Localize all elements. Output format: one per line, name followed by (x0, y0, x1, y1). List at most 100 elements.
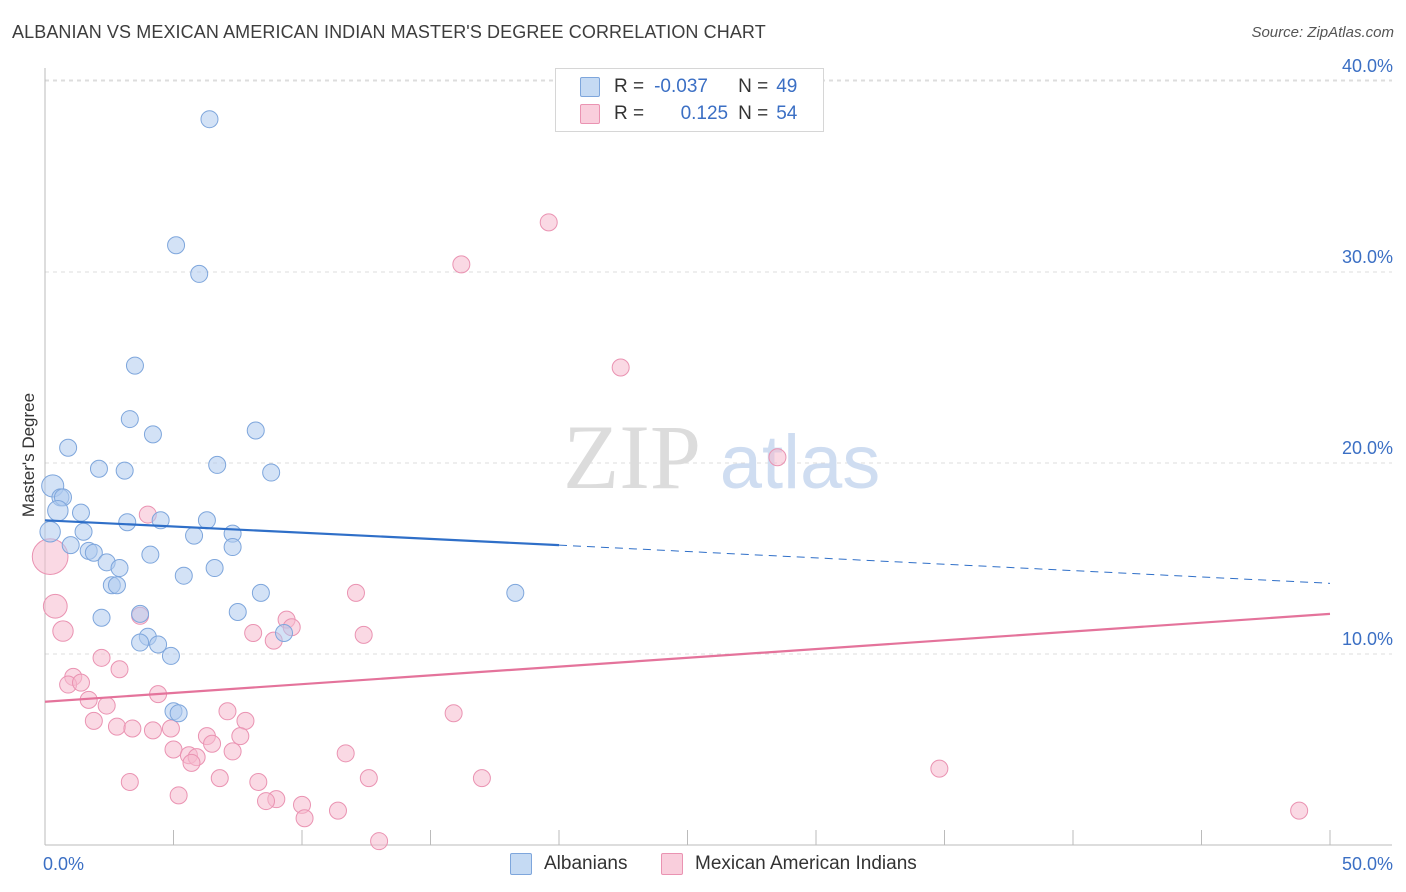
legend-n-value: 49 (776, 76, 798, 97)
point-mexican-american-indian (123, 719, 142, 738)
point-mexican-american-indian (120, 772, 139, 791)
point-albanian (59, 438, 78, 457)
point-mexican-american-indian (84, 711, 103, 730)
bottom-legend-albanians: Albanians (510, 851, 627, 877)
point-mexican-american-indian (257, 792, 276, 811)
point-albanian (115, 461, 134, 480)
watermark-atlas: atlas (720, 420, 881, 505)
point-mexican-american-indian (768, 448, 787, 467)
point-albanian (190, 264, 209, 283)
point-mexican-american-indian (223, 742, 242, 761)
point-albanian (84, 543, 103, 562)
watermark: ZIP atlas (563, 406, 880, 508)
point-albanian (120, 410, 139, 429)
point-mexican-american-indian (97, 696, 116, 715)
point-albanian (169, 704, 188, 723)
legend-n-value: 54 (776, 103, 798, 124)
point-albanian (74, 522, 93, 541)
bottom-legend-label: Mexican American Indians (695, 853, 917, 874)
legend-row-mexican-american-indians: R = 0.125 N = 54 (580, 102, 797, 126)
point-mexican-american-indian (161, 719, 180, 738)
point-mexican-american-indian (354, 625, 373, 644)
point-mexican-american-indian (218, 702, 237, 721)
series-albanians (39, 110, 525, 723)
bottom-legend-label: Albanians (544, 853, 628, 874)
point-mexican-american-indian (328, 801, 347, 820)
point-mexican-american-indian (472, 769, 491, 788)
point-mexican-american-indian (42, 593, 68, 619)
point-mexican-american-indian (169, 786, 188, 805)
axes (44, 68, 1392, 846)
point-mexican-american-indian (370, 832, 389, 851)
point-albanian (246, 421, 265, 440)
legend-row-albanians: R = -0.037 N = 49 (580, 75, 797, 99)
legend-n-label: N = (738, 76, 769, 97)
point-mexican-american-indian (231, 727, 250, 746)
point-mexican-american-indian (539, 213, 558, 232)
legend-r-value: -0.037 (654, 76, 708, 97)
watermark-zip: ZIP (563, 406, 701, 508)
point-albanian (506, 583, 525, 602)
point-mexican-american-indian (244, 623, 263, 642)
point-albanian (161, 646, 180, 665)
point-albanian (131, 633, 150, 652)
legend-swatch-albanians (580, 77, 600, 97)
point-mexican-american-indian (143, 721, 162, 740)
point-albanian (228, 602, 247, 621)
trend-line-albanians-extrapolated (558, 544, 1331, 584)
point-albanian (174, 566, 193, 585)
point-albanian (151, 511, 170, 530)
point-albanian (223, 538, 242, 557)
point-mexican-american-indian (203, 734, 222, 753)
point-albanian (110, 559, 129, 578)
bottom-legend-mexican-american-indians: Mexican American Indians (661, 851, 917, 877)
point-albanian (61, 536, 80, 555)
legend-swatch-mexican-american-indians (580, 104, 600, 124)
point-albanian (107, 576, 126, 595)
bottom-swatch-mexican-american-indians (661, 853, 683, 875)
point-albanian (143, 425, 162, 444)
point-mexican-american-indian (236, 711, 255, 730)
x-tick-label-min: 0.0% (43, 854, 84, 874)
point-albanian (275, 623, 294, 642)
x-tick-label-max: 50.0% (1342, 854, 1393, 874)
point-mexican-american-indian (346, 583, 365, 602)
series-mexican-american-indians (31, 213, 1309, 851)
point-albanian (197, 511, 216, 530)
point-albanian (47, 500, 69, 522)
point-mexican-american-indian (336, 744, 355, 763)
legend-n-label: N = (738, 103, 769, 124)
point-mexican-american-indian (452, 255, 471, 274)
bottom-swatch-albanians (510, 853, 532, 875)
point-mexican-american-indian (182, 753, 201, 772)
point-albanian (141, 545, 160, 564)
axis-labels: 10.0% 20.0% 30.0% 40.0% 0.0% 50.0% Master's De… (19, 56, 1393, 874)
y-tick-label: 10.0% (1342, 629, 1393, 649)
point-mexican-american-indian (110, 660, 129, 679)
point-albanian (200, 110, 219, 129)
trend-lines (44, 519, 1331, 703)
y-tick-label: 20.0% (1342, 438, 1393, 458)
y-tick-label: 30.0% (1342, 247, 1393, 267)
point-albanian (167, 236, 186, 255)
point-mexican-american-indian (611, 358, 630, 377)
point-albanian (39, 521, 61, 543)
point-albanian (118, 513, 137, 532)
correlation-legend: R = -0.037 N = 49 R = 0.125 N = 54 (555, 68, 824, 132)
point-mexican-american-indian (359, 769, 378, 788)
point-mexican-american-indian (295, 809, 314, 828)
point-albanian (262, 463, 281, 482)
point-mexican-american-indian (1290, 801, 1309, 820)
point-mexican-american-indian (249, 772, 268, 791)
point-albanian (71, 503, 90, 522)
point-mexican-american-indian (107, 717, 126, 736)
point-albanian (92, 608, 111, 627)
point-albanian (125, 356, 144, 375)
point-albanian (131, 604, 150, 623)
point-mexican-american-indian (210, 769, 229, 788)
legend-r-label: R = (614, 76, 645, 97)
point-albanian (149, 635, 168, 654)
grid-lines (45, 79, 1392, 655)
point-mexican-american-indian (71, 673, 90, 692)
